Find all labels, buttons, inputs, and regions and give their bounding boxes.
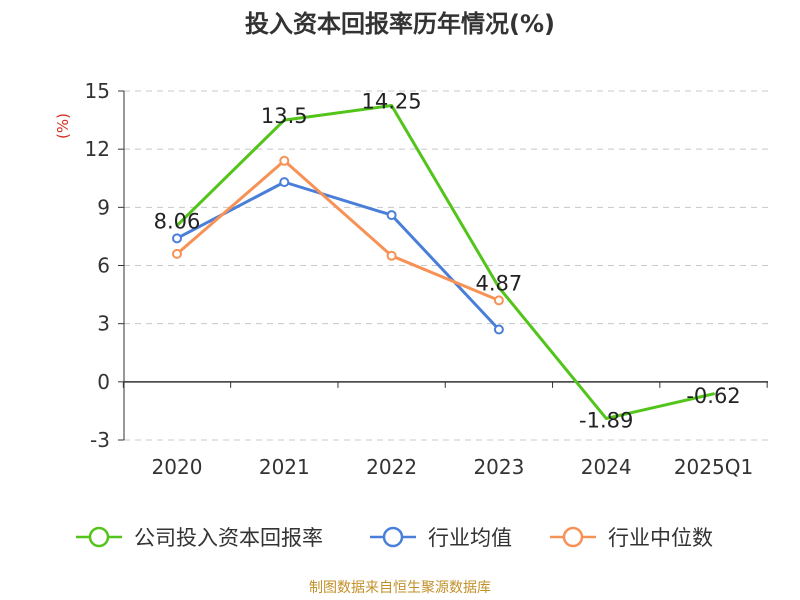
- chart-title: 投入资本回报率历年情况(%): [245, 10, 555, 38]
- source-note: 制图数据来自恒生聚源数据库: [309, 580, 491, 596]
- y-tick-label: 3: [97, 312, 110, 336]
- data-point-marker: [386, 250, 397, 261]
- x-tick-label: 2021: [259, 455, 310, 479]
- legend-swatch-marker: [88, 526, 110, 548]
- x-tick-label: 2022: [366, 455, 417, 479]
- x-tick-label: 2025Q1: [674, 455, 753, 479]
- data-point-marker: [386, 210, 397, 221]
- y-tick-label: 15: [85, 79, 110, 103]
- y-tick-label: 12: [85, 137, 110, 161]
- series-line-0: [175, 104, 715, 420]
- data-label-layer: 8.06 13.5 14.25 4.87 -1.89 -0.62: [154, 90, 741, 433]
- legend-label: 行业均值: [428, 526, 512, 550]
- legend-label: 行业中位数: [608, 526, 713, 550]
- legend[interactable]: 公司投入资本回报率 行业均值 行业中位数: [76, 526, 713, 550]
- data-label: -1.89: [579, 408, 633, 432]
- series-line-2: [175, 159, 501, 302]
- legend-item-1[interactable]: 行业均值: [370, 526, 512, 550]
- y-tick-label: 9: [97, 195, 110, 219]
- x-tick-label: 2024: [581, 455, 632, 479]
- axis-layer: -3 0 3 6 9 12 15 2020 2021 2022 2023 2024 2025Q1 (%): [54, 79, 768, 479]
- y-tick-label: 0: [97, 370, 110, 394]
- data-point-marker: [493, 324, 504, 335]
- grid-layer: [124, 90, 768, 441]
- legend-item-2[interactable]: 行业中位数: [550, 526, 713, 550]
- x-tick-label: 2023: [473, 455, 524, 479]
- data-label: 14.25: [362, 90, 422, 114]
- series-layer: [172, 104, 715, 420]
- data-point-marker: [493, 295, 504, 306]
- data-label: -0.62: [686, 384, 740, 408]
- data-point-marker: [172, 248, 182, 259]
- series-line-1: [175, 180, 501, 331]
- legend-swatch-marker: [382, 526, 404, 548]
- legend-swatch-marker: [562, 526, 584, 548]
- data-point-marker: [279, 177, 290, 188]
- y-tick-label: -3: [90, 428, 110, 452]
- data-label: 13.5: [261, 104, 308, 128]
- data-label: 4.87: [476, 271, 523, 295]
- y-tick-label: 6: [97, 254, 110, 278]
- data-point-marker: [172, 233, 182, 244]
- x-tick-label: 2020: [152, 455, 203, 479]
- data-point-marker: [279, 155, 290, 166]
- legend-label: 公司投入资本回报率: [134, 526, 323, 550]
- legend-item-0[interactable]: 公司投入资本回报率: [76, 526, 323, 550]
- data-label: 8.06: [154, 210, 201, 234]
- y-axis-label: (%): [54, 113, 72, 139]
